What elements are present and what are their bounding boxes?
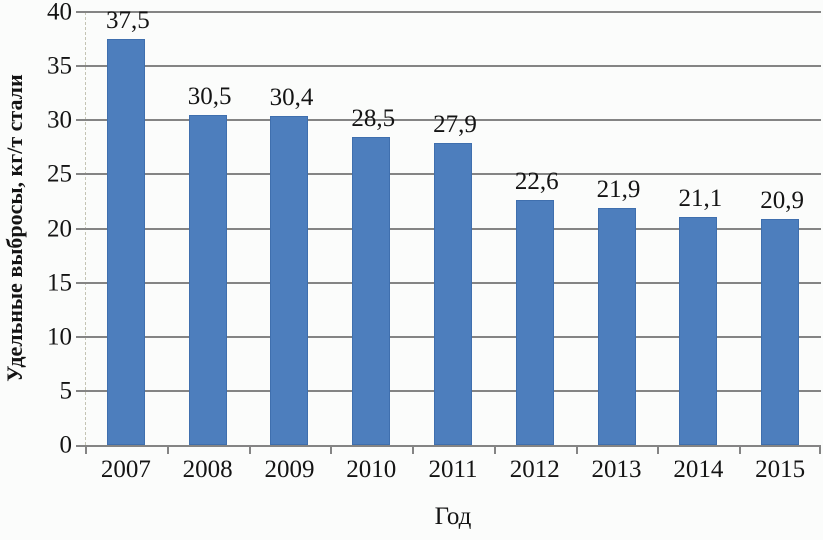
x-tick-label: 2013 [591,456,642,483]
x-tick-label: 2010 [346,456,397,483]
y-tick-mark [76,65,85,68]
y-tick-mark [76,173,85,176]
y-tick-mark [76,119,85,122]
bar [515,200,554,445]
bar [352,136,391,445]
y-tick-label: 20 [47,215,72,242]
y-tick-mark [76,445,85,447]
x-tick-label: 2012 [509,456,560,483]
y-tick-label: 25 [47,160,72,188]
y-tick-mark [76,11,85,13]
y-tick-mark [76,389,85,392]
bar-value-label: 21,1 [678,184,723,212]
x-tick-mark [819,447,821,454]
x-tick-mark [657,447,660,454]
bar-value-label: 30,4 [269,83,314,111]
y-tick-label: 40 [47,0,72,26]
y-tick-label: 0 [59,431,73,459]
x-tick-label: 2007 [100,456,151,483]
x-tick-label: 2011 [428,456,478,483]
gridline [85,119,821,122]
y-tick-label: 35 [47,52,72,80]
x-tick-mark [248,447,251,454]
y-tick-label: 30 [47,106,72,134]
y-tick-label: 5 [59,377,73,405]
x-axis-title: Год [434,503,472,530]
bar [434,142,472,445]
bar [761,218,800,445]
x-tick-label: 2009 [264,456,315,483]
x-tick-mark [412,447,415,454]
bar-value-label: 37,5 [106,7,150,35]
x-tick-mark [493,447,496,454]
y-tick-mark [76,281,85,284]
y-tick-mark [76,335,85,338]
gridline [85,65,821,68]
bar-value-label: 22,6 [514,168,559,196]
y-tick-mark [76,227,85,230]
y-tick-labels: 0 5 10 15 20 25 30 35 40 [0,0,73,458]
gridline [85,11,821,13]
x-tick-mark [575,447,578,454]
x-tick-mark [739,447,742,454]
bar-value-label: 30,5 [187,82,232,110]
bar [597,207,636,445]
y-tick-label: 15 [47,269,72,297]
x-tick-mark [166,447,169,454]
bar [270,115,309,445]
bar-value-label: 20,9 [760,186,804,214]
bar-value-label: 28,5 [351,104,396,132]
x-tick-mark [85,447,87,454]
bar-value-label: 27,9 [433,110,477,138]
x-tick-label: 2008 [182,456,233,483]
bar [679,216,718,445]
x-tick-label: 2015 [755,456,806,483]
x-tick-mark [330,447,333,454]
bar [106,39,145,445]
x-tick-label: 2014 [673,456,724,483]
plot-area: 37,5 2007 30,5 2008 30,4 2009 28,5 2010 27,9 2011… [76,8,821,482]
bar [188,114,227,445]
y-tick-label: 10 [47,323,72,351]
bar-value-label: 21,9 [596,175,641,203]
